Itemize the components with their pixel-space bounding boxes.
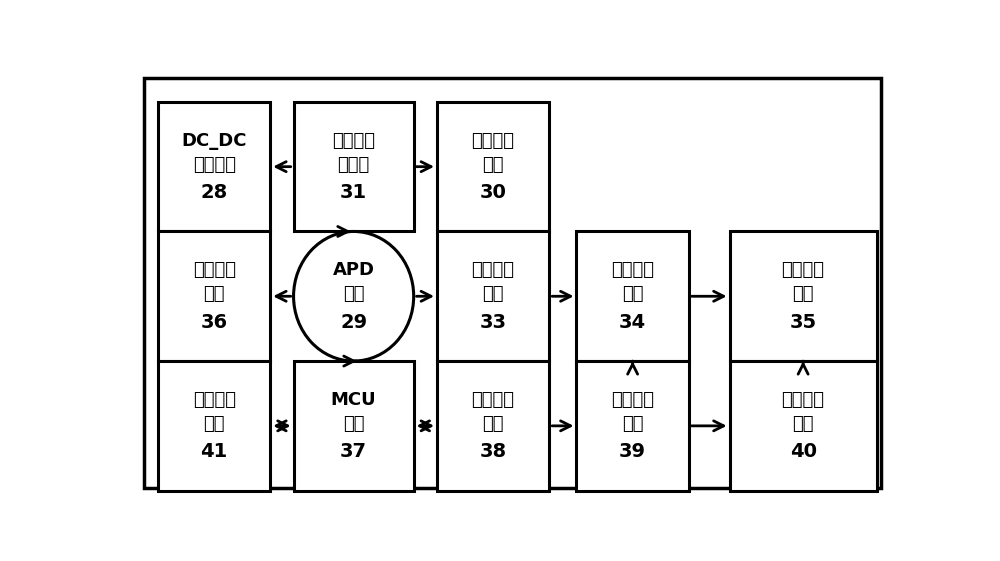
FancyBboxPatch shape xyxy=(437,232,549,361)
Text: 功率监控: 功率监控 xyxy=(193,261,236,279)
FancyBboxPatch shape xyxy=(730,361,877,491)
FancyBboxPatch shape xyxy=(294,361,414,491)
FancyBboxPatch shape xyxy=(144,78,881,489)
Text: 电流监控: 电流监控 xyxy=(472,391,515,409)
Text: APD: APD xyxy=(333,261,375,279)
Text: 33: 33 xyxy=(480,312,507,332)
Text: 端口: 端口 xyxy=(792,415,814,433)
Text: 模块: 模块 xyxy=(622,285,643,303)
Text: 29: 29 xyxy=(340,312,367,332)
Text: 35: 35 xyxy=(790,312,817,332)
Text: 限幅放大: 限幅放大 xyxy=(472,261,515,279)
FancyBboxPatch shape xyxy=(576,361,689,491)
Text: 28: 28 xyxy=(200,183,228,202)
Text: 激光调制: 激光调制 xyxy=(611,391,654,409)
Text: 升压模块: 升压模块 xyxy=(193,155,236,173)
FancyBboxPatch shape xyxy=(730,232,877,361)
Text: 模块: 模块 xyxy=(622,415,643,433)
Ellipse shape xyxy=(294,232,414,361)
Text: 模块: 模块 xyxy=(203,415,225,433)
FancyBboxPatch shape xyxy=(158,232,270,361)
Text: 模块: 模块 xyxy=(482,285,504,303)
Text: 模块: 模块 xyxy=(792,285,814,303)
Text: 开关选择: 开关选择 xyxy=(611,261,654,279)
Text: 34: 34 xyxy=(619,312,646,332)
Text: 40: 40 xyxy=(790,442,817,461)
Text: 模块: 模块 xyxy=(343,285,364,303)
FancyBboxPatch shape xyxy=(437,102,549,232)
Text: 31: 31 xyxy=(340,183,367,202)
FancyBboxPatch shape xyxy=(294,102,414,232)
Text: 模块: 模块 xyxy=(343,415,364,433)
Text: 38: 38 xyxy=(480,442,507,461)
Text: 39: 39 xyxy=(619,442,646,461)
FancyBboxPatch shape xyxy=(158,102,270,232)
FancyBboxPatch shape xyxy=(576,232,689,361)
Text: 通信接口: 通信接口 xyxy=(193,391,236,409)
Text: 直流电输: 直流电输 xyxy=(332,132,375,150)
Text: 电源供电: 电源供电 xyxy=(472,132,515,150)
Text: 模块: 模块 xyxy=(203,285,225,303)
Text: 入端口: 入端口 xyxy=(338,155,370,173)
Text: 37: 37 xyxy=(340,442,367,461)
Text: 模块: 模块 xyxy=(482,155,504,173)
Text: DC_DC: DC_DC xyxy=(181,132,247,150)
Text: 备选收发: 备选收发 xyxy=(782,261,825,279)
FancyBboxPatch shape xyxy=(437,361,549,491)
Text: 41: 41 xyxy=(200,442,228,461)
Text: 36: 36 xyxy=(201,312,228,332)
Text: 光纤输出: 光纤输出 xyxy=(782,391,825,409)
Text: MCU: MCU xyxy=(331,391,376,409)
Text: 30: 30 xyxy=(480,183,507,202)
Text: 模块: 模块 xyxy=(482,415,504,433)
FancyBboxPatch shape xyxy=(158,361,270,491)
